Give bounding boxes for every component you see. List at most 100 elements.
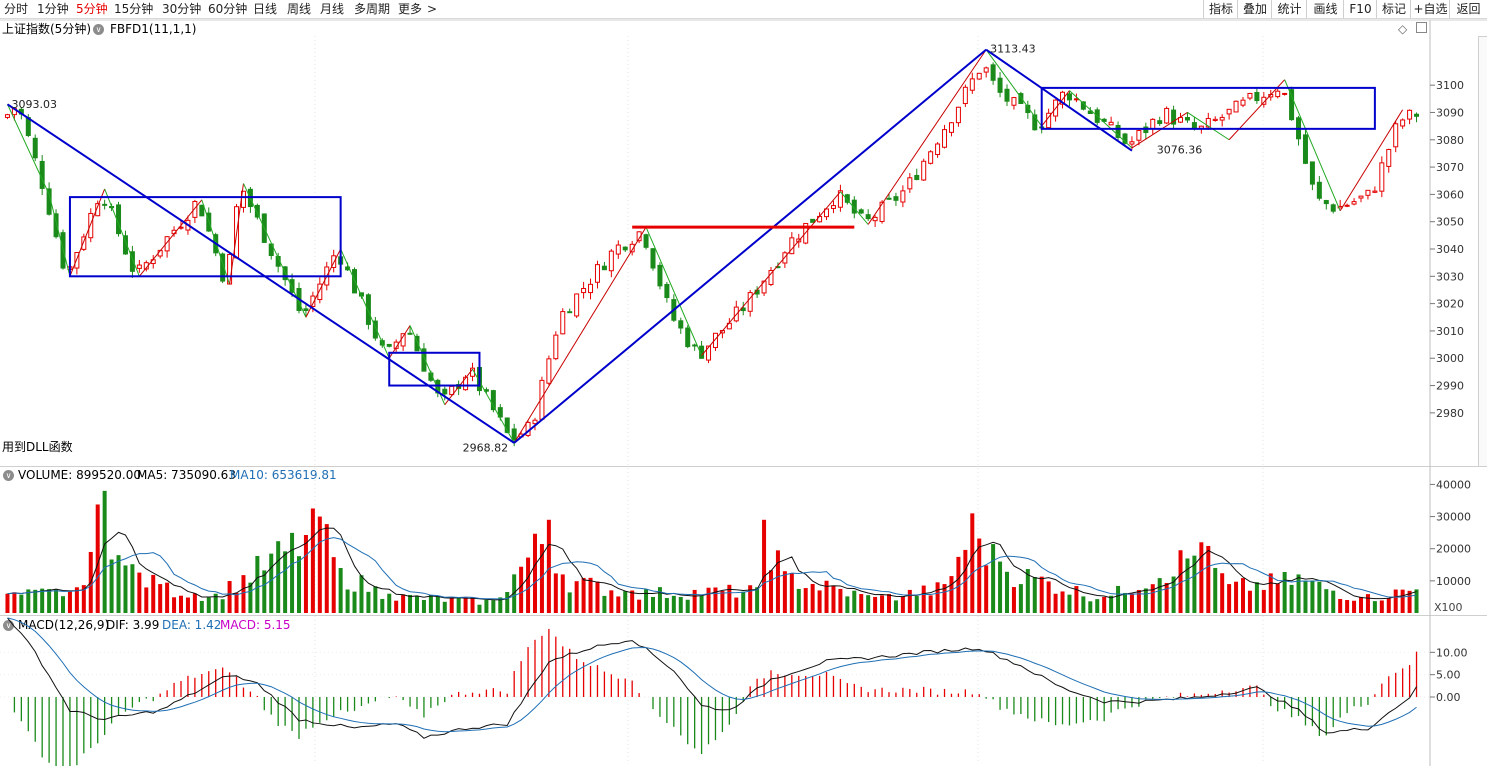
toolbar-button-7[interactable]: 返回: [1449, 0, 1487, 18]
chevron-down-icon[interactable]: ∨: [93, 24, 104, 35]
volume-bar: [928, 595, 933, 613]
volume-bar: [1171, 576, 1176, 613]
candle-body: [1240, 99, 1246, 106]
volume-bar: [1025, 569, 1030, 613]
volume-bar: [769, 570, 773, 613]
candle-body: [900, 190, 906, 203]
candle-body: [893, 196, 899, 201]
candle-body: [636, 231, 642, 242]
candle-body: [1171, 109, 1177, 125]
volume-bar: [185, 597, 190, 613]
price-tick-label: 3000: [1436, 352, 1464, 365]
candle-body: [824, 208, 830, 218]
volume-bar: [1254, 582, 1259, 613]
candle-body: [1268, 94, 1274, 98]
toolbar-button-6[interactable]: +自选: [1410, 0, 1450, 18]
tab-6[interactable]: 日线: [253, 2, 278, 16]
candle-body: [581, 288, 587, 294]
candle-body: [1191, 122, 1197, 130]
toolbar-button-1[interactable]: 叠加: [1237, 0, 1272, 18]
dll-note: 用到DLL函数: [2, 440, 73, 454]
volume-bar: [1136, 590, 1141, 613]
more-arrow-icon[interactable]: >: [427, 2, 438, 16]
pen-segment: [985, 49, 1043, 127]
candle-body: [955, 106, 961, 124]
chevron-down-icon[interactable]: ∨: [3, 620, 14, 631]
volume-bar: [1102, 596, 1107, 613]
toolbar-button-5[interactable]: 标记: [1376, 0, 1411, 18]
volume-bar: [54, 588, 59, 613]
candle-body: [532, 419, 538, 425]
candle-body: [296, 287, 302, 312]
volume-bar: [324, 524, 329, 613]
volume-bar: [380, 598, 385, 613]
diamond-icon[interactable]: ◇: [1398, 22, 1408, 36]
volume-bar: [1359, 596, 1363, 613]
volume-bar: [151, 574, 156, 613]
volume-bar: [373, 586, 378, 613]
volume-bar: [269, 553, 274, 613]
macd-dif-line: [7, 617, 1417, 739]
candle-body: [463, 376, 469, 391]
volume-bar: [880, 595, 885, 613]
tab-8[interactable]: 月线: [320, 2, 345, 16]
volume-bar: [664, 598, 669, 613]
volume-bar: [1282, 571, 1287, 613]
tab-3[interactable]: 15分钟: [114, 2, 154, 16]
price-annotation: 3113.43: [990, 42, 1036, 55]
candle-body: [754, 289, 760, 295]
vertical-scrollbar[interactable]: [1478, 36, 1487, 467]
chevron-down-icon[interactable]: ∨: [3, 470, 14, 481]
candle-body: [1337, 205, 1343, 209]
tab-1[interactable]: 1分钟: [37, 2, 69, 16]
volume-bar: [831, 585, 836, 613]
tab-0[interactable]: 分时: [4, 2, 29, 16]
candle-body: [518, 433, 524, 438]
candle-body: [1087, 110, 1093, 115]
candle-body: [796, 238, 802, 243]
volume-bar: [873, 596, 878, 613]
candle-body: [1344, 204, 1350, 207]
candle-body: [678, 320, 684, 329]
candle-body: [74, 252, 80, 269]
tab-2[interactable]: 5分钟: [76, 2, 108, 16]
toolbar-button-4[interactable]: F10: [1343, 0, 1377, 18]
candle-body: [733, 306, 739, 322]
volume-tick-label: 30000: [1436, 511, 1471, 524]
tab-7[interactable]: 周线: [287, 2, 312, 16]
pen-segment: [243, 183, 307, 318]
candle-body: [338, 256, 344, 265]
pen-segment: [472, 368, 515, 444]
pen-segment: [1069, 90, 1133, 149]
price-tick-label: 3080: [1436, 134, 1464, 147]
volume-bar: [921, 585, 926, 613]
volume-bar: [1352, 600, 1357, 613]
toolbar-button-2[interactable]: 统计: [1271, 0, 1307, 18]
candle-body: [414, 335, 420, 352]
window-restore-icon[interactable]: [1416, 22, 1427, 33]
volume-bar: [12, 592, 17, 613]
tab-10[interactable]: 更多: [398, 2, 423, 16]
tab-4[interactable]: 30分钟: [162, 2, 202, 16]
candle-body: [18, 108, 24, 115]
toolbar-button-0[interactable]: 指标: [1203, 0, 1238, 18]
volume-bar: [949, 576, 954, 613]
volume-bar: [1275, 583, 1280, 613]
candle-body: [935, 143, 941, 156]
volume-bar: [1123, 592, 1127, 613]
main-volume-divider: [0, 466, 1487, 467]
volume-ma5-line: [7, 527, 1417, 601]
volume-tick-label: 10000: [1436, 575, 1471, 588]
candle-body: [310, 295, 316, 307]
candle-body: [1219, 116, 1225, 121]
candle-body: [712, 332, 718, 349]
volume-bar: [227, 581, 232, 613]
candle-body: [1226, 108, 1232, 115]
toolbar-button-3[interactable]: 画线: [1306, 0, 1344, 18]
tab-5[interactable]: 60分钟: [208, 2, 248, 16]
tab-9[interactable]: 多周期: [354, 2, 391, 16]
pen-segment: [1187, 112, 1230, 141]
volume-bar: [192, 593, 197, 613]
candle-body: [775, 266, 781, 269]
candle-body: [1379, 162, 1385, 192]
